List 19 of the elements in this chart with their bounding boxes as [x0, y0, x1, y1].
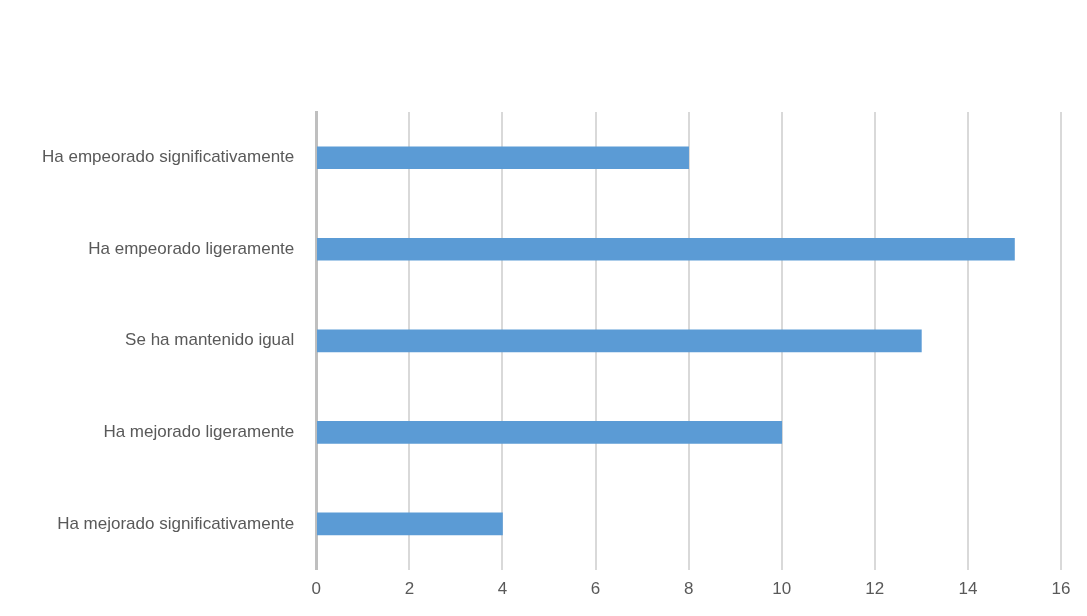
bar [316, 512, 503, 536]
x-tick-label: 0 [311, 579, 322, 599]
bar [316, 329, 922, 353]
y-tick-label: Ha mejorado ligeramente [103, 422, 295, 442]
x-tick-label: 10 [772, 579, 792, 599]
x-tick-label: 16 [1051, 579, 1071, 599]
bar [316, 146, 689, 170]
x-tick-label: 8 [683, 579, 694, 599]
bar [316, 420, 783, 444]
x-tick-label: 14 [958, 579, 978, 599]
x-tick-label: 2 [404, 579, 415, 599]
x-tick-label: 12 [865, 579, 885, 599]
x-tick-label: 6 [590, 579, 601, 599]
y-tick-label: Ha empeorado significativamente [41, 147, 295, 167]
y-tick-label: Ha empeorado ligeramente [88, 238, 295, 258]
bar [316, 237, 1015, 261]
x-tick-label: 4 [497, 579, 508, 599]
y-tick-label: Ha mejorado significativamente [57, 513, 295, 533]
y-tick-label: Se ha mantenido igual [125, 330, 295, 350]
